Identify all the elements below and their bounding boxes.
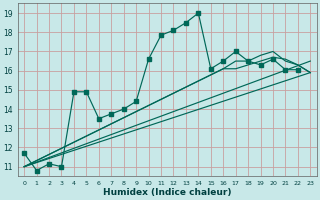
X-axis label: Humidex (Indice chaleur): Humidex (Indice chaleur) [103,188,231,197]
